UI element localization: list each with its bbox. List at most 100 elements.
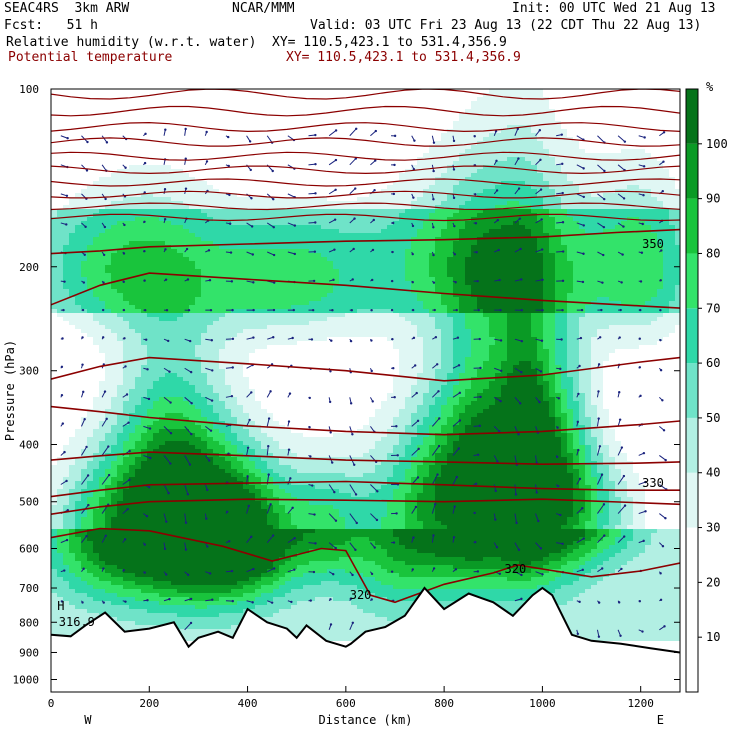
east-label: E — [657, 713, 664, 727]
wind-vector — [122, 479, 130, 485]
wind-vector-head — [539, 370, 543, 373]
colorbar-frame — [685, 88, 699, 693]
wind-vector-head — [391, 221, 395, 225]
wind-vector-head — [293, 224, 297, 227]
wind-vector-head — [603, 169, 606, 173]
wind-vector — [452, 476, 458, 485]
wind-vector-head — [452, 536, 456, 539]
wind-vector-head — [105, 417, 108, 421]
wind-vector — [659, 513, 666, 519]
wind-vector-head — [184, 157, 187, 160]
wind-vector-head — [143, 220, 146, 223]
wind-vector-head — [395, 425, 398, 428]
wind-vector-head — [376, 490, 379, 493]
wind-vector-head — [184, 187, 188, 190]
wind-vector-head — [642, 193, 645, 197]
wind-vector-head — [598, 445, 602, 448]
wind-vector — [101, 535, 107, 543]
theta-contour — [51, 498, 680, 515]
wind-vector-head — [438, 417, 441, 420]
colorbar-tick-label: 20 — [706, 575, 720, 589]
wind-vector-head — [351, 433, 354, 436]
wind-vector-head — [230, 280, 234, 283]
wind-vector-head — [287, 448, 291, 451]
wind-vector-head — [661, 190, 664, 193]
wind-vector-head — [638, 337, 641, 340]
wind-vector-head — [582, 195, 585, 199]
wind-vector — [267, 251, 275, 256]
terrain — [50, 586, 681, 692]
wind-vector-head — [664, 517, 667, 520]
wind-vector-head — [561, 542, 564, 545]
wind-vector — [267, 568, 275, 573]
wind-vector-head — [267, 417, 271, 420]
wind-vector-head — [412, 196, 415, 199]
wind-vector-head — [314, 542, 317, 545]
wind-vector-head — [354, 493, 358, 496]
wind-vector-head — [123, 223, 126, 227]
wind-vector — [246, 568, 254, 573]
wind-vector-head — [314, 192, 317, 195]
wind-vector-head — [168, 370, 171, 373]
wind-vector-head — [251, 601, 254, 604]
wind-vector — [617, 135, 626, 143]
wind-vector-head — [556, 426, 559, 429]
wind-vector-head — [474, 193, 477, 196]
colorbar-bin — [686, 253, 698, 309]
potential-temperature-contours — [51, 89, 680, 604]
wind-vector-head — [334, 129, 338, 132]
wind-vector-head — [455, 475, 458, 479]
wind-vector-head — [395, 512, 398, 515]
wind-vector — [535, 513, 539, 522]
wind-vector-head — [331, 308, 334, 312]
wind-vector-head — [250, 225, 254, 228]
wind-vector-head — [62, 308, 65, 312]
wind-vector-head — [123, 337, 126, 340]
y-tick-label: 600 — [19, 542, 39, 555]
wind-vector-head — [414, 505, 418, 509]
wind-vector-head — [437, 444, 441, 448]
wind-vector-head — [641, 222, 644, 226]
wind-vector-head — [101, 336, 105, 339]
wind-vector-head — [561, 250, 565, 253]
wind-vector — [266, 135, 273, 143]
wind-vector-head — [354, 187, 357, 190]
wind-vector-head — [373, 189, 376, 192]
wind-vector-head — [517, 187, 521, 190]
wind-vector-head — [659, 572, 662, 575]
wind-vector — [266, 535, 274, 543]
wind-vector-head — [473, 135, 476, 138]
wind-vector-head — [144, 308, 147, 312]
colorbar-tick-label: 10 — [706, 630, 720, 644]
wind-vector-head — [107, 445, 110, 448]
wind-vector — [143, 454, 151, 459]
wind-vector-head — [582, 537, 585, 540]
wind-vector — [514, 367, 522, 373]
wind-vector-head — [663, 625, 666, 628]
wind-vector-head — [122, 568, 125, 572]
wind-vector — [597, 535, 605, 543]
wind-vector — [287, 193, 295, 198]
wind-vector-head — [539, 188, 543, 191]
wind-vector-head — [412, 536, 415, 539]
y-tick-label: 1000 — [13, 673, 40, 686]
theta-contour — [51, 178, 680, 187]
wind-vector-head — [168, 597, 171, 601]
wind-vector-head — [433, 308, 436, 312]
theta-contour — [51, 527, 680, 604]
wind-vector-head — [623, 535, 626, 538]
wind-vector — [328, 159, 337, 166]
wind-vector-head — [231, 337, 235, 341]
wind-vector-head — [308, 425, 311, 429]
wind-vector-head — [520, 278, 523, 281]
wind-vector-head — [163, 218, 167, 221]
wind-vector-head — [600, 473, 604, 476]
wind-vector-head — [392, 366, 395, 370]
wind-vector-head — [290, 600, 293, 604]
high-marker-value: 316.9 — [59, 615, 95, 629]
wind-vector — [596, 474, 603, 485]
wind-vector-head — [333, 248, 336, 251]
wind-vector-head — [143, 249, 146, 253]
wind-vector-head — [311, 484, 314, 487]
wind-vector-head — [520, 597, 523, 601]
